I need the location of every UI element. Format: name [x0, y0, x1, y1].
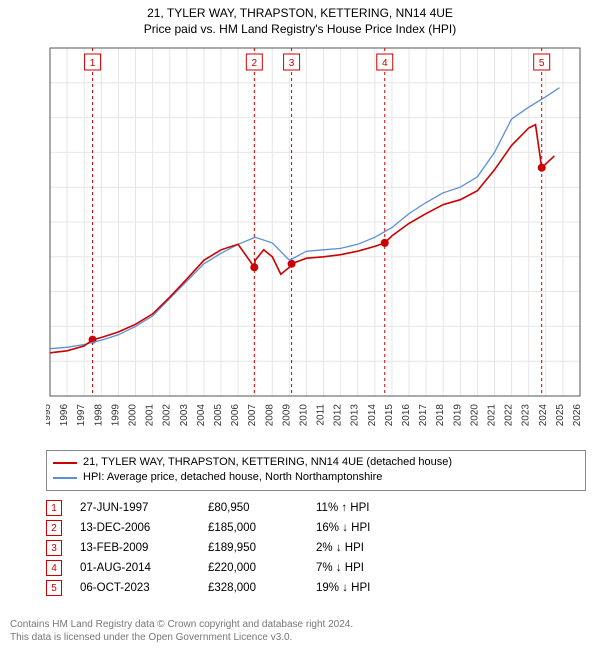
chart-area: £0£50K£100K£150K£200K£250K£300K£350K£400… — [46, 44, 586, 444]
svg-text:2021: 2021 — [487, 404, 498, 427]
svg-text:2017: 2017 — [418, 404, 429, 427]
title-subtitle: Price paid vs. HM Land Registry's House … — [0, 22, 600, 36]
svg-text:2010: 2010 — [298, 404, 309, 427]
sale-row: 4 01-AUG-2014 £220,000 7% ↓ HPI — [46, 558, 586, 578]
legend-row-hpi: HPI: Average price, detached house, Nort… — [53, 470, 579, 485]
legend-row-property: 21, TYLER WAY, THRAPSTON, KETTERING, NN1… — [53, 455, 579, 470]
chart-svg: £0£50K£100K£150K£200K£250K£300K£350K£400… — [46, 44, 586, 444]
svg-text:5: 5 — [539, 58, 545, 69]
svg-text:2023: 2023 — [521, 404, 532, 427]
legend-swatch-property — [53, 462, 77, 464]
svg-text:2005: 2005 — [213, 404, 224, 427]
sale-price: £189,950 — [208, 542, 298, 554]
sale-diff: 11% ↑ HPI — [316, 502, 436, 514]
title-area: 21, TYLER WAY, THRAPSTON, KETTERING, NN1… — [0, 0, 600, 38]
sale-marker: 1 — [46, 500, 62, 516]
sale-marker: 2 — [46, 520, 62, 536]
svg-text:2003: 2003 — [179, 404, 190, 427]
svg-text:2025: 2025 — [555, 404, 566, 427]
svg-text:2007: 2007 — [247, 404, 258, 427]
svg-text:2: 2 — [252, 58, 258, 69]
legend-label-hpi: HPI: Average price, detached house, Nort… — [83, 470, 382, 485]
svg-text:2020: 2020 — [469, 404, 480, 427]
sale-date: 01-AUG-2014 — [80, 562, 190, 574]
svg-text:1996: 1996 — [59, 404, 70, 427]
sale-date: 27-JUN-1997 — [80, 502, 190, 514]
svg-text:2011: 2011 — [316, 404, 327, 426]
svg-text:3: 3 — [289, 58, 295, 69]
footer-line1: Contains HM Land Registry data © Crown c… — [10, 618, 353, 631]
sale-diff: 19% ↓ HPI — [316, 582, 436, 594]
svg-text:2024: 2024 — [538, 404, 549, 427]
svg-text:2006: 2006 — [230, 404, 241, 427]
svg-text:1: 1 — [90, 58, 96, 69]
legend-swatch-hpi — [53, 477, 77, 479]
svg-text:2000: 2000 — [127, 404, 138, 427]
sale-price: £80,950 — [208, 502, 298, 514]
svg-text:2004: 2004 — [196, 404, 207, 427]
sale-marker: 4 — [46, 560, 62, 576]
sale-date: 06-OCT-2023 — [80, 582, 190, 594]
legend: 21, TYLER WAY, THRAPSTON, KETTERING, NN1… — [46, 450, 586, 491]
sale-price: £185,000 — [208, 522, 298, 534]
sale-diff: 7% ↓ HPI — [316, 562, 436, 574]
svg-text:2013: 2013 — [350, 404, 361, 427]
svg-text:2001: 2001 — [145, 404, 156, 427]
sale-diff: 16% ↓ HPI — [316, 522, 436, 534]
svg-text:2002: 2002 — [162, 404, 173, 427]
svg-text:1997: 1997 — [76, 404, 87, 427]
sale-marker: 3 — [46, 540, 62, 556]
sale-row: 1 27-JUN-1997 £80,950 11% ↑ HPI — [46, 498, 586, 518]
svg-text:2019: 2019 — [452, 404, 463, 427]
title-address: 21, TYLER WAY, THRAPSTON, KETTERING, NN1… — [0, 6, 600, 20]
svg-text:2022: 2022 — [504, 404, 515, 427]
svg-text:1999: 1999 — [110, 404, 121, 427]
svg-text:2018: 2018 — [435, 404, 446, 427]
svg-text:2012: 2012 — [333, 404, 344, 427]
svg-text:2015: 2015 — [384, 404, 395, 427]
svg-text:2009: 2009 — [281, 404, 292, 427]
sale-row: 3 13-FEB-2009 £189,950 2% ↓ HPI — [46, 538, 586, 558]
sale-diff: 2% ↓ HPI — [316, 542, 436, 554]
sale-price: £328,000 — [208, 582, 298, 594]
sale-price: £220,000 — [208, 562, 298, 574]
sale-marker: 5 — [46, 580, 62, 596]
footer-line2: This data is licensed under the Open Gov… — [10, 631, 353, 644]
svg-text:2016: 2016 — [401, 404, 412, 427]
svg-text:2014: 2014 — [367, 404, 378, 427]
sale-table: 1 27-JUN-1997 £80,950 11% ↑ HPI 2 13-DEC-2006… — [46, 498, 586, 598]
svg-text:2008: 2008 — [264, 404, 275, 427]
sale-row: 5 06-OCT-2023 £328,000 19% ↓ HPI — [46, 578, 586, 598]
svg-text:2026: 2026 — [572, 404, 583, 427]
sale-row: 2 13-DEC-2006 £185,000 16% ↓ HPI — [46, 518, 586, 538]
svg-text:1998: 1998 — [93, 404, 104, 427]
sale-date: 13-DEC-2006 — [80, 522, 190, 534]
sale-date: 13-FEB-2009 — [80, 542, 190, 554]
svg-text:4: 4 — [382, 58, 388, 69]
chart-container: 21, TYLER WAY, THRAPSTON, KETTERING, NN1… — [0, 0, 600, 650]
svg-text:1995: 1995 — [46, 404, 53, 427]
footer: Contains HM Land Registry data © Crown c… — [10, 618, 353, 644]
legend-label-property: 21, TYLER WAY, THRAPSTON, KETTERING, NN1… — [83, 455, 452, 470]
